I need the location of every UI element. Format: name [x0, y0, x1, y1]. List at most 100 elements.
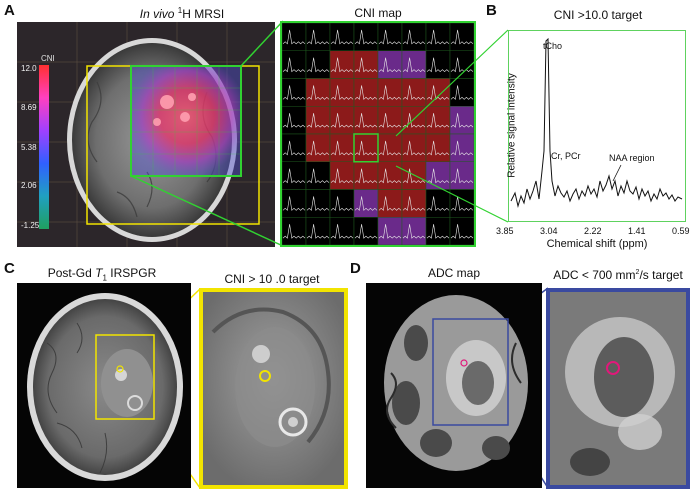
cni-cell	[401, 189, 427, 218]
xtick-1: 3.85	[496, 226, 514, 236]
xtick-2: 3.04	[540, 226, 558, 236]
cni-cell	[281, 217, 307, 246]
cni-cell-spectrum	[450, 140, 474, 156]
cni-cell-spectrum	[354, 196, 378, 211]
cni-cell-spectrum	[354, 85, 378, 100]
cni-cell-spectrum	[354, 113, 378, 128]
cni-cell-spectrum	[330, 57, 354, 73]
cni-cell-spectrum	[354, 29, 378, 45]
cni-cell	[305, 106, 331, 135]
adc-zoom	[546, 288, 690, 489]
panel-d-left-title: ADC map	[427, 266, 480, 280]
adc-image	[366, 283, 542, 488]
colorbar-gradient	[39, 65, 49, 229]
spectrum-plot: tCho Cr, PCr NAA region	[508, 30, 686, 222]
cni-cell-spectrum	[378, 140, 402, 156]
cni-cell	[377, 133, 403, 162]
panel-c-letter: C	[4, 260, 15, 277]
colorbar-tick-5: -1.25	[21, 221, 40, 230]
cni-cell	[401, 217, 427, 246]
cni-cell	[401, 161, 427, 190]
cni-cell	[329, 161, 355, 190]
cni-cell-spectrum	[282, 29, 306, 45]
cni-cell-spectrum	[282, 196, 306, 211]
cni-cell	[377, 50, 403, 79]
cni-cell	[281, 22, 307, 51]
cni-cell-spectrum	[354, 140, 378, 156]
cni-cell	[329, 50, 355, 79]
cni-cell	[425, 78, 451, 107]
colorbar-tick-4: 2.06	[21, 181, 37, 190]
cni-cell	[425, 50, 451, 79]
cni-cell-spectrum	[330, 224, 354, 239]
cni-cell	[281, 106, 307, 135]
annotation-naa: NAA region	[609, 153, 655, 163]
cni-cell-spectrum	[402, 140, 426, 156]
spectrum-svg	[510, 37, 683, 208]
cni-cell-spectrum	[354, 57, 378, 73]
cni-cell-spectrum	[330, 140, 354, 156]
cni-cell	[401, 133, 427, 162]
cni-colorbar: CNI 12.0 8.69 5.38 2.06 -1.25	[21, 48, 67, 238]
irspgr-zoom-svg	[203, 292, 344, 485]
colorbar-tick-3: 5.38	[21, 143, 37, 152]
cni-cell	[401, 22, 427, 51]
cni-cell-spectrum	[426, 140, 450, 156]
colorbar-tick-2: 8.69	[21, 103, 37, 112]
panel-d-letter: D	[350, 260, 361, 277]
cni-cell	[449, 22, 475, 51]
cni-cell-spectrum	[330, 85, 354, 100]
adc-svg	[366, 283, 542, 488]
cni-cell	[353, 22, 379, 51]
spectrum-ylabel: Relative signal intensity	[506, 73, 518, 178]
mrsi-title-sup: 1	[177, 6, 183, 15]
irspgr-svg	[17, 283, 191, 488]
cni-cell-spectrum	[306, 113, 330, 128]
cni-cell	[425, 189, 451, 218]
cni-cell	[281, 161, 307, 190]
cni-cell-spectrum	[282, 57, 306, 73]
cni-cell	[305, 133, 331, 162]
cni-cell	[329, 78, 355, 107]
c-title-rest: IRSPGR	[106, 266, 157, 280]
xtick-5: 0.59	[672, 226, 690, 236]
cni-cell	[353, 106, 379, 135]
cni-cell	[305, 50, 331, 79]
colorbar-tick-1: 12.0	[21, 64, 37, 73]
panel-b-title: CNI >10.0 target	[553, 8, 643, 22]
cni-target-cell	[353, 133, 379, 163]
naa-pointer	[612, 164, 622, 182]
panel-b-letter: B	[486, 2, 497, 19]
mrsi-title-italic: In vivo	[139, 7, 175, 21]
xtick-3: 2.22	[584, 226, 602, 236]
d-title-rest: /s target	[639, 268, 683, 282]
c-title-sub: 1	[102, 273, 107, 283]
cni-cell	[305, 78, 331, 107]
cni-cell-spectrum	[330, 196, 354, 211]
cni-cell	[329, 22, 355, 51]
cni-cell	[449, 106, 475, 135]
cni-cell-spectrum	[306, 29, 330, 45]
adc-zoom-svg	[550, 292, 686, 485]
irspgr-image	[17, 283, 191, 488]
cni-cell	[449, 189, 475, 218]
cni-cell	[353, 50, 379, 79]
annotation-tcho: tCho	[543, 41, 563, 51]
cni-cell-spectrum	[306, 196, 330, 211]
c-title-italic: T	[95, 266, 103, 280]
cni-cell-spectrum	[282, 140, 306, 156]
cni-cell	[377, 217, 403, 246]
panel-a-mrsi-title: In vivo 1H MRSI	[92, 6, 272, 21]
cni-cell-spectrum	[378, 224, 402, 239]
cni-cell	[329, 106, 355, 135]
cni-cell	[353, 189, 379, 218]
cni-cell	[377, 161, 403, 190]
panel-a-cni-title: CNI map	[354, 6, 402, 20]
annotation-cr-pcr: Cr, PCr	[551, 151, 581, 161]
cni-cell	[377, 106, 403, 135]
cni-cell-spectrum	[282, 168, 306, 184]
c-title-prefix: Post-Gd	[47, 266, 96, 280]
cni-cell-spectrum	[306, 224, 330, 239]
cni-cell	[305, 22, 331, 51]
cni-cell	[353, 161, 379, 190]
